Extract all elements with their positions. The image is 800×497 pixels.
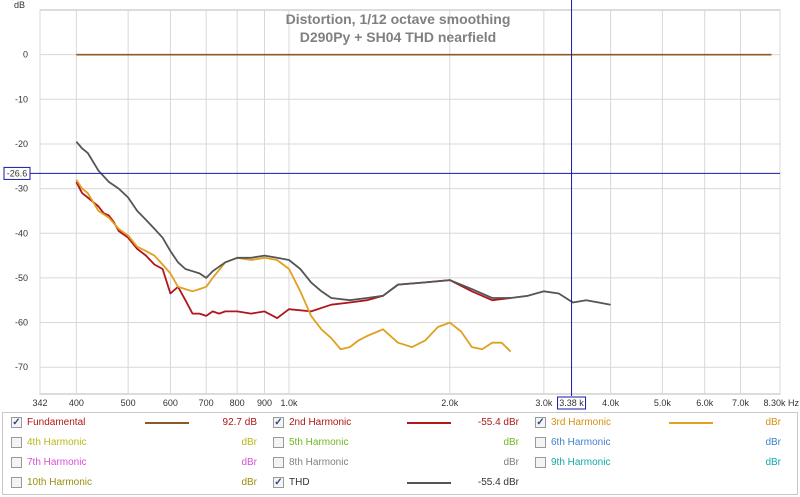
x-tick-label: 6.0k xyxy=(696,398,714,408)
legend-item-10th-harmonic: 10th Harmonic dBr xyxy=(11,475,261,491)
legend-item-fundamental: ✓ Fundamental 92.7 dB xyxy=(11,415,261,431)
legend-label: 3rd Harmonic xyxy=(551,417,612,428)
legend-value: dBr xyxy=(765,437,781,448)
legend-value: dBr xyxy=(503,437,519,448)
legend-value: -55.4 dBr xyxy=(477,417,519,428)
legend-label: 10th Harmonic xyxy=(27,477,93,488)
legend-value: dBr xyxy=(765,417,781,428)
legend-value: 92.7 dB xyxy=(222,417,257,428)
legend-item-thd: ✓ THD -55.4 dBr xyxy=(273,475,523,491)
legend-checkbox-9th-harmonic[interactable] xyxy=(535,457,546,468)
x-tick-label: 600 xyxy=(163,398,178,408)
x-tick-label: 500 xyxy=(121,398,136,408)
y-tick-label: -20 xyxy=(15,139,28,149)
distortion-chart[interactable]: 0 -10 -20 -30 -40 -50 -60 -70 342 400 500 600 700 80… xyxy=(0,0,800,412)
legend-value: -55.4 dBr xyxy=(477,477,519,488)
legend-item-8th-harmonic: 8th Harmonic dBr xyxy=(273,455,523,471)
x-tick-label: 3.0k xyxy=(535,398,553,408)
legend-checkbox-5th-harmonic[interactable] xyxy=(273,437,284,448)
legend-swatch xyxy=(669,422,713,424)
y-tick-label: -50 xyxy=(15,273,28,283)
x-tick-label: 7.0k xyxy=(732,398,750,408)
legend-checkbox-fundamental[interactable]: ✓ xyxy=(11,417,22,428)
legend-value: dBr xyxy=(765,457,781,468)
legend-item-9th-harmonic: 9th Harmonic dBr xyxy=(535,455,785,471)
legend-label: 6th Harmonic xyxy=(551,437,611,448)
legend-checkbox-3rd-harmonic[interactable]: ✓ xyxy=(535,417,546,428)
legend-value: dBr xyxy=(503,457,519,468)
x-tick-label: 8.30k Hz xyxy=(763,398,799,408)
chart-series xyxy=(75,53,772,353)
legend-checkbox-10th-harmonic[interactable] xyxy=(11,477,22,488)
y-tick-label: -70 xyxy=(15,362,28,372)
x-tick-label: 5.0k xyxy=(654,398,672,408)
x-tick-label: 400 xyxy=(69,398,84,408)
legend-item-3rd-harmonic: ✓ 3rd Harmonic dBr xyxy=(535,415,785,431)
y-tick-label: 0 xyxy=(23,50,28,60)
series-line-thd xyxy=(75,141,611,306)
legend-value: dBr xyxy=(241,437,257,448)
legend-item-4th-harmonic: 4th Harmonic dBr xyxy=(11,435,261,451)
cursor-x-readout: 3.38 k xyxy=(559,398,584,408)
chart-grid xyxy=(39,9,781,395)
x-tick-label: 2.0k xyxy=(441,398,459,408)
y-tick-label: -30 xyxy=(15,184,28,194)
cursor-y-readout: -26.6 xyxy=(7,168,28,178)
legend-label: 5th Harmonic xyxy=(289,437,349,448)
legend-swatch xyxy=(407,422,451,424)
legend-panel: ✓ Fundamental 92.7 dB ✓ 2nd Harmonic -55.4 dB… xyxy=(2,412,798,495)
cursor-x-readout-box xyxy=(557,396,587,410)
legend-label: 7th Harmonic xyxy=(27,457,87,468)
y-axis-ticks: 0 -10 -20 -30 -40 -50 -60 -70 xyxy=(15,50,28,373)
y-axis-label: dB xyxy=(14,0,25,10)
legend-label: 8th Harmonic xyxy=(289,457,349,468)
x-tick-label: 342 xyxy=(32,398,47,408)
y-tick-label: -40 xyxy=(15,228,28,238)
chart-title: Distortion, 1/12 octave smoothing xyxy=(286,11,511,27)
legend-label: THD xyxy=(289,477,310,488)
legend-item-6th-harmonic: 6th Harmonic dBr xyxy=(535,435,785,451)
x-tick-label: 800 xyxy=(230,398,245,408)
legend-checkbox-4th-harmonic[interactable] xyxy=(11,437,22,448)
x-tick-label: 700 xyxy=(199,398,214,408)
legend-checkbox-7th-harmonic[interactable] xyxy=(11,457,22,468)
x-tick-label: 1.0k xyxy=(280,398,298,408)
legend-label: 9th Harmonic xyxy=(551,457,611,468)
cursor-y-readout-box xyxy=(3,166,31,180)
legend-item-7th-harmonic: 7th Harmonic dBr xyxy=(11,455,261,471)
plot-area xyxy=(39,9,781,395)
x-axis-ticks: 342 400 500 600 700 800 900 1.0k 2.0k 3.0k 4.0k 5.0… xyxy=(32,398,799,408)
legend-swatch xyxy=(407,482,451,484)
series-line-3rd-harmonic xyxy=(75,179,512,353)
legend-value: dBr xyxy=(241,457,257,468)
x-tick-label: 900 xyxy=(257,398,272,408)
chart-subtitle: D290Py + SH04 THD nearfield xyxy=(300,29,496,45)
legend-checkbox-thd[interactable]: ✓ xyxy=(273,477,284,488)
legend-swatch xyxy=(145,422,189,424)
legend-checkbox-8th-harmonic[interactable] xyxy=(273,457,284,468)
legend-label: 2nd Harmonic xyxy=(289,417,352,428)
legend-checkbox-2nd-harmonic[interactable]: ✓ xyxy=(273,417,284,428)
legend-item-5th-harmonic: 5th Harmonic dBr xyxy=(273,435,523,451)
legend-item-2nd-harmonic: ✓ 2nd Harmonic -55.4 dBr xyxy=(273,415,523,431)
crosshair-cursor: -26.6 3.38 k xyxy=(3,0,780,410)
legend-value: dBr xyxy=(241,477,257,488)
legend-checkbox-6th-harmonic[interactable] xyxy=(535,437,546,448)
y-tick-label: -10 xyxy=(15,94,28,104)
x-tick-label: 4.0k xyxy=(602,398,620,408)
y-tick-label: -60 xyxy=(15,318,28,328)
legend-label: Fundamental xyxy=(27,417,86,428)
legend-label: 4th Harmonic xyxy=(27,437,87,448)
